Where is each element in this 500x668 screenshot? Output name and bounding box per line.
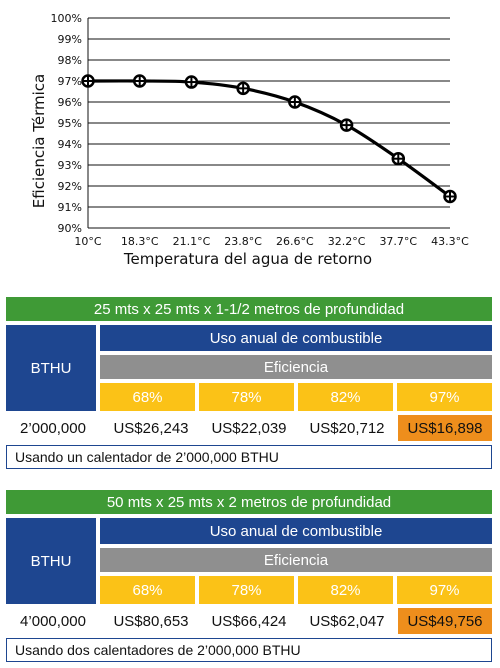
table-1-note: Usando un calentador de 2’000,000 BTHU	[6, 445, 492, 469]
table-1-bthu-label: BTHU	[6, 325, 96, 411]
chart-grid	[87, 17, 450, 229]
y-tick-92: 92%	[58, 180, 82, 193]
table-2-bthu-label: BTHU	[6, 518, 96, 604]
table-2-capacity: 4’000,000	[20, 612, 86, 630]
table-2-efficiency-68: 68%	[100, 576, 195, 604]
y-tick-91: 91%	[58, 201, 82, 214]
x-tick-4: 26.6°C	[276, 235, 314, 248]
table-1-efficiency-68: 68%	[100, 383, 195, 411]
table-2-efficiency-97: 97%	[397, 576, 492, 604]
efficiency-points	[81, 74, 457, 204]
table-2-cost-97: US$49,756	[398, 608, 492, 634]
data-point-2	[184, 75, 199, 89]
table-2-cost-row: 4’000,000 US$80,653 US$66,424 US$62,047 …	[6, 608, 492, 634]
data-point-3	[236, 81, 250, 96]
table-2-uso-label: Uso anual de combustible	[100, 518, 492, 544]
x-tick-1: 18.3°C	[121, 235, 159, 248]
y-tick-100: 100%	[51, 12, 82, 25]
table-1-cost-97: US$16,898	[398, 415, 492, 441]
table-1-efficiency-97: 97%	[397, 383, 492, 411]
x-tick-2: 21.1°C	[173, 235, 211, 248]
y-tick-96: 96%	[58, 96, 82, 109]
data-point-4	[288, 95, 302, 109]
y-tick-94: 94%	[58, 138, 82, 151]
fuel-table-2: 50 mts x 25 mts x 2 metros de profundida…	[6, 490, 492, 662]
x-tick-6: 37.7°C	[379, 235, 417, 248]
table-1-cost-row: 2’000,000 US$26,243 US$22,039 US$20,712 …	[6, 415, 492, 441]
table-1-efficiency-78: 78%	[199, 383, 294, 411]
efficiency-series-line	[87, 79, 451, 198]
table-1-cost-68: US$26,243	[113, 419, 189, 437]
table-2-note: Usando dos calentadores de 2’000,000 BTH…	[6, 638, 492, 662]
table-1-efficiency-row: 68% 78% 82% 97%	[100, 383, 492, 411]
table-1-eficiencia-label: Eficiencia	[100, 355, 492, 379]
y-tick-90: 90%	[58, 222, 82, 235]
table-2-eficiencia-label: Eficiencia	[100, 548, 492, 572]
table-1-cost-82: US$20,712	[309, 419, 385, 437]
y-tick-labels: 90% 91% 92% 93% 94% 95% 96% 97% 98% 99% 100%	[51, 12, 82, 235]
table-1-header: BTHU Uso anual de combustible Eficiencia…	[6, 325, 492, 411]
table-1-capacity: 2’000,000	[20, 419, 86, 437]
table-2-cost-82: US$62,047	[309, 612, 385, 630]
table-2-cost-78: US$66,424	[211, 612, 287, 630]
table-1-efficiency-82: 82%	[298, 383, 393, 411]
x-tick-0: 10°C	[74, 235, 101, 248]
data-point-7	[443, 189, 457, 204]
table-2-header: BTHU Uso anual de combustible Eficiencia…	[6, 518, 492, 604]
x-tick-3: 23.8°C	[224, 235, 262, 248]
table-2-efficiency-78: 78%	[199, 576, 294, 604]
table-2-cost-68: US$80,653	[113, 612, 189, 630]
table-1-title: 25 mts x 25 mts x 1-1/2 metros de profun…	[6, 297, 492, 321]
data-point-6	[391, 151, 406, 166]
table-2-efficiency-82: 82%	[298, 576, 393, 604]
efficiency-line-chart: 90%91%92%93%94%95%96%97%98%99%100% 10°C 1…	[30, 12, 469, 268]
y-tick-99: 99%	[58, 33, 82, 46]
table-2-title: 50 mts x 25 mts x 2 metros de profundida…	[6, 490, 492, 514]
table-1-cost-78: US$22,039	[211, 419, 287, 437]
y-tick-93: 93%	[58, 159, 82, 172]
table-2-efficiency-row: 68% 78% 82% 97%	[100, 576, 492, 604]
data-point-0	[81, 74, 95, 88]
x-tick-labels: 10°C 18.3°C 21.1°C 23.8°C 26.6°C 32.2°C 37.7°C…	[74, 235, 469, 248]
y-axis-label: Eficiencia Térmica	[30, 74, 48, 208]
data-point-1	[132, 74, 147, 88]
x-axis-label: Temperatura del agua de retorno	[123, 250, 372, 268]
y-tick-98: 98%	[58, 54, 82, 67]
data-point-5	[339, 118, 354, 132]
fuel-table-1: 25 mts x 25 mts x 1-1/2 metros de profun…	[6, 297, 492, 469]
x-tick-7: 43.3°C	[431, 235, 469, 248]
y-tick-97: 97%	[58, 75, 82, 88]
table-1-uso-label: Uso anual de combustible	[100, 325, 492, 351]
y-tick-95: 95%	[58, 117, 82, 130]
x-tick-5: 32.2°C	[328, 235, 366, 248]
